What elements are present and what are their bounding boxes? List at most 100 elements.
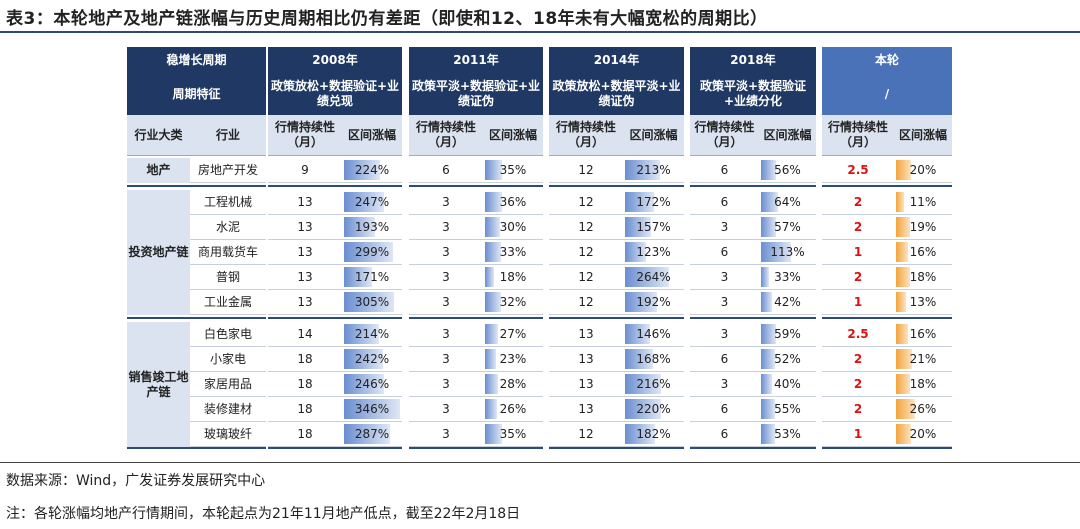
header-range: 区间涨幅 — [759, 115, 816, 156]
range-value: 146% — [636, 326, 671, 341]
range-cell: 40% — [759, 372, 816, 397]
title-divider — [0, 31, 1080, 33]
range-cell: 20% — [894, 422, 952, 447]
range-bar — [761, 374, 772, 394]
duration-cell: 1 — [822, 290, 894, 315]
range-cell: 35% — [483, 422, 543, 447]
range-value: 16% — [909, 244, 937, 259]
duration-cell: 18 — [268, 347, 342, 372]
duration-cell: 13 — [268, 240, 342, 265]
range-bar — [761, 292, 772, 312]
header-period-feature: 政策平淡+数据验证+业绩证伪 — [409, 73, 543, 115]
industry-cell: 家居用品 — [190, 372, 266, 397]
range-value: 246% — [354, 376, 390, 391]
range-value: 172% — [636, 194, 671, 209]
range-cell: 26% — [894, 397, 952, 422]
range-bar — [344, 292, 394, 312]
duration-cell: 12 — [549, 190, 623, 215]
range-cell: 264% — [623, 265, 684, 290]
duration-cell: 3 — [409, 372, 483, 397]
group-separator — [822, 447, 952, 449]
group-separator — [268, 447, 402, 449]
range-cell: 287% — [342, 422, 402, 447]
range-bar — [761, 399, 775, 419]
footer-divider — [0, 462, 1080, 463]
group-separator — [690, 317, 816, 319]
range-cell: 182% — [623, 422, 684, 447]
header-duration: 行情持续性（月） — [822, 115, 894, 156]
range-value: 216% — [636, 376, 671, 391]
range-cell: 11% — [894, 190, 952, 215]
header-duration: 行情持续性（月） — [549, 115, 623, 156]
range-cell: 18% — [894, 265, 952, 290]
range-value: 11% — [909, 194, 937, 209]
duration-cell: 1 — [822, 240, 894, 265]
range-bar — [344, 217, 375, 237]
group-separator — [409, 317, 543, 319]
range-value: 52% — [774, 351, 801, 366]
duration-cell: 13 — [549, 397, 623, 422]
range-bar — [625, 292, 657, 312]
duration-cell: 14 — [268, 322, 342, 347]
range-bar — [344, 424, 390, 444]
range-bar — [896, 324, 908, 344]
duration-cell: 3 — [409, 422, 483, 447]
range-bar — [344, 349, 383, 369]
duration-cell: 13 — [268, 190, 342, 215]
range-cell: 193% — [342, 215, 402, 240]
range-cell: 57% — [759, 215, 816, 240]
range-value: 64% — [774, 194, 801, 209]
industry-cell: 商用载货车 — [190, 240, 266, 265]
range-value: 32% — [499, 294, 527, 309]
duration-cell: 3 — [409, 240, 483, 265]
header-cycle-feature: 周期特征 — [127, 73, 266, 115]
range-bar — [625, 217, 651, 237]
range-value: 123% — [636, 244, 671, 259]
header-industry: 行业 — [190, 115, 266, 156]
range-cell: 220% — [623, 397, 684, 422]
industry-cell: 工业金属 — [190, 290, 266, 315]
range-cell: 171% — [342, 265, 402, 290]
range-cell: 305% — [342, 290, 402, 315]
range-bar — [761, 192, 778, 212]
range-value: 247% — [354, 194, 390, 209]
range-bar — [761, 324, 776, 344]
range-bar — [625, 374, 661, 394]
industry-cell: 房地产开发 — [190, 158, 266, 183]
range-bar — [625, 399, 661, 419]
duration-cell: 6 — [690, 422, 759, 447]
duration-cell: 9 — [268, 158, 342, 183]
range-value: 214% — [354, 326, 390, 341]
duration-cell: 6 — [690, 240, 759, 265]
range-cell: 246% — [342, 372, 402, 397]
header-duration: 行情持续性（月） — [690, 115, 759, 156]
header-range: 区间涨幅 — [623, 115, 684, 156]
range-bar — [625, 424, 655, 444]
group-separator — [268, 317, 402, 319]
duration-cell: 3 — [690, 322, 759, 347]
duration-cell: 2.5 — [822, 322, 894, 347]
group-separator — [409, 447, 543, 449]
group-separator — [268, 185, 402, 187]
range-value: 56% — [774, 162, 801, 177]
range-cell: 216% — [623, 372, 684, 397]
range-bar — [761, 160, 776, 180]
range-cell: 123% — [623, 240, 684, 265]
industry-cell: 玻璃玻纤 — [190, 422, 266, 447]
range-cell: 146% — [623, 322, 684, 347]
duration-cell: 18 — [268, 422, 342, 447]
range-cell: 42% — [759, 290, 816, 315]
category-cell: 地产 — [127, 158, 190, 183]
range-cell: 16% — [894, 322, 952, 347]
range-cell: 192% — [623, 290, 684, 315]
range-cell: 20% — [894, 158, 952, 183]
range-bar — [896, 217, 910, 237]
range-value: 19% — [909, 219, 937, 234]
duration-cell: 18 — [268, 372, 342, 397]
group-separator — [549, 185, 684, 187]
group-separator — [409, 185, 543, 187]
range-value: 33% — [774, 269, 801, 284]
duration-cell: 12 — [549, 422, 623, 447]
range-value: 13% — [909, 294, 937, 309]
range-bar — [485, 424, 502, 444]
